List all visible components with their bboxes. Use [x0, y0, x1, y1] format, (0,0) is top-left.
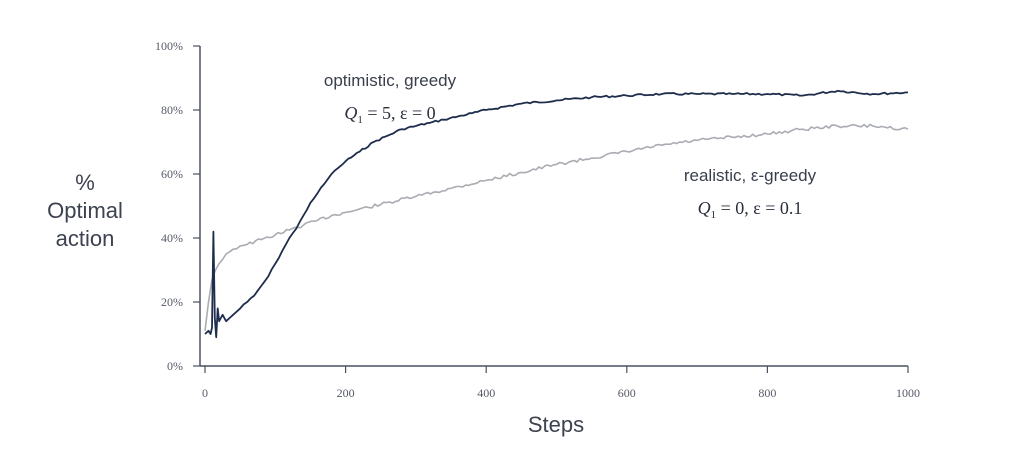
- y-axis-title-line-1: %: [75, 170, 95, 195]
- y-tick-label: 100%: [155, 39, 183, 53]
- x-tick-label: 0: [202, 386, 208, 400]
- x-axis-title: Steps: [528, 412, 584, 437]
- series-line-realistic: [204, 123, 909, 331]
- realistic-annotation-label: realistic, ε-greedy: [684, 166, 817, 185]
- realistic-q-symbol: Q: [698, 198, 711, 218]
- y-tick-label: 20%: [161, 295, 183, 309]
- optimistic-q-value: = 5, ε = 0: [363, 103, 436, 123]
- x-tick-label: 400: [477, 386, 495, 400]
- y-ticks: 0% 20% 40% 60% 80% 100%: [155, 39, 200, 373]
- series-layer: [204, 89, 909, 339]
- series-line-optimistic: [204, 89, 909, 339]
- optimistic-q-symbol: Q: [344, 103, 357, 123]
- y-axis-title-line-2: Optimal: [47, 198, 123, 223]
- optimistic-annotation-label: optimistic, greedy: [324, 71, 457, 90]
- optimistic-annotation-params: Q1 = 5, ε = 0: [344, 103, 435, 126]
- x-ticks: 0 200 400 600 800 1000: [202, 366, 920, 400]
- axes: [199, 46, 908, 367]
- realistic-q-value: = 0, ε = 0.1: [716, 198, 802, 218]
- realistic-annotation-params: Q1 = 0, ε = 0.1: [698, 198, 803, 221]
- y-tick-label: 40%: [161, 231, 183, 245]
- optimistic-q-subscript: 1: [357, 114, 363, 126]
- y-tick-label: 60%: [161, 167, 183, 181]
- y-tick-label: 80%: [161, 103, 183, 117]
- x-tick-label: 1000: [896, 386, 920, 400]
- y-axis-title-line-3: action: [56, 226, 115, 251]
- y-tick-label: 0%: [167, 359, 183, 373]
- x-tick-label: 800: [758, 386, 776, 400]
- x-tick-label: 200: [337, 386, 355, 400]
- x-tick-label: 600: [618, 386, 636, 400]
- realistic-q-subscript: 1: [711, 209, 717, 221]
